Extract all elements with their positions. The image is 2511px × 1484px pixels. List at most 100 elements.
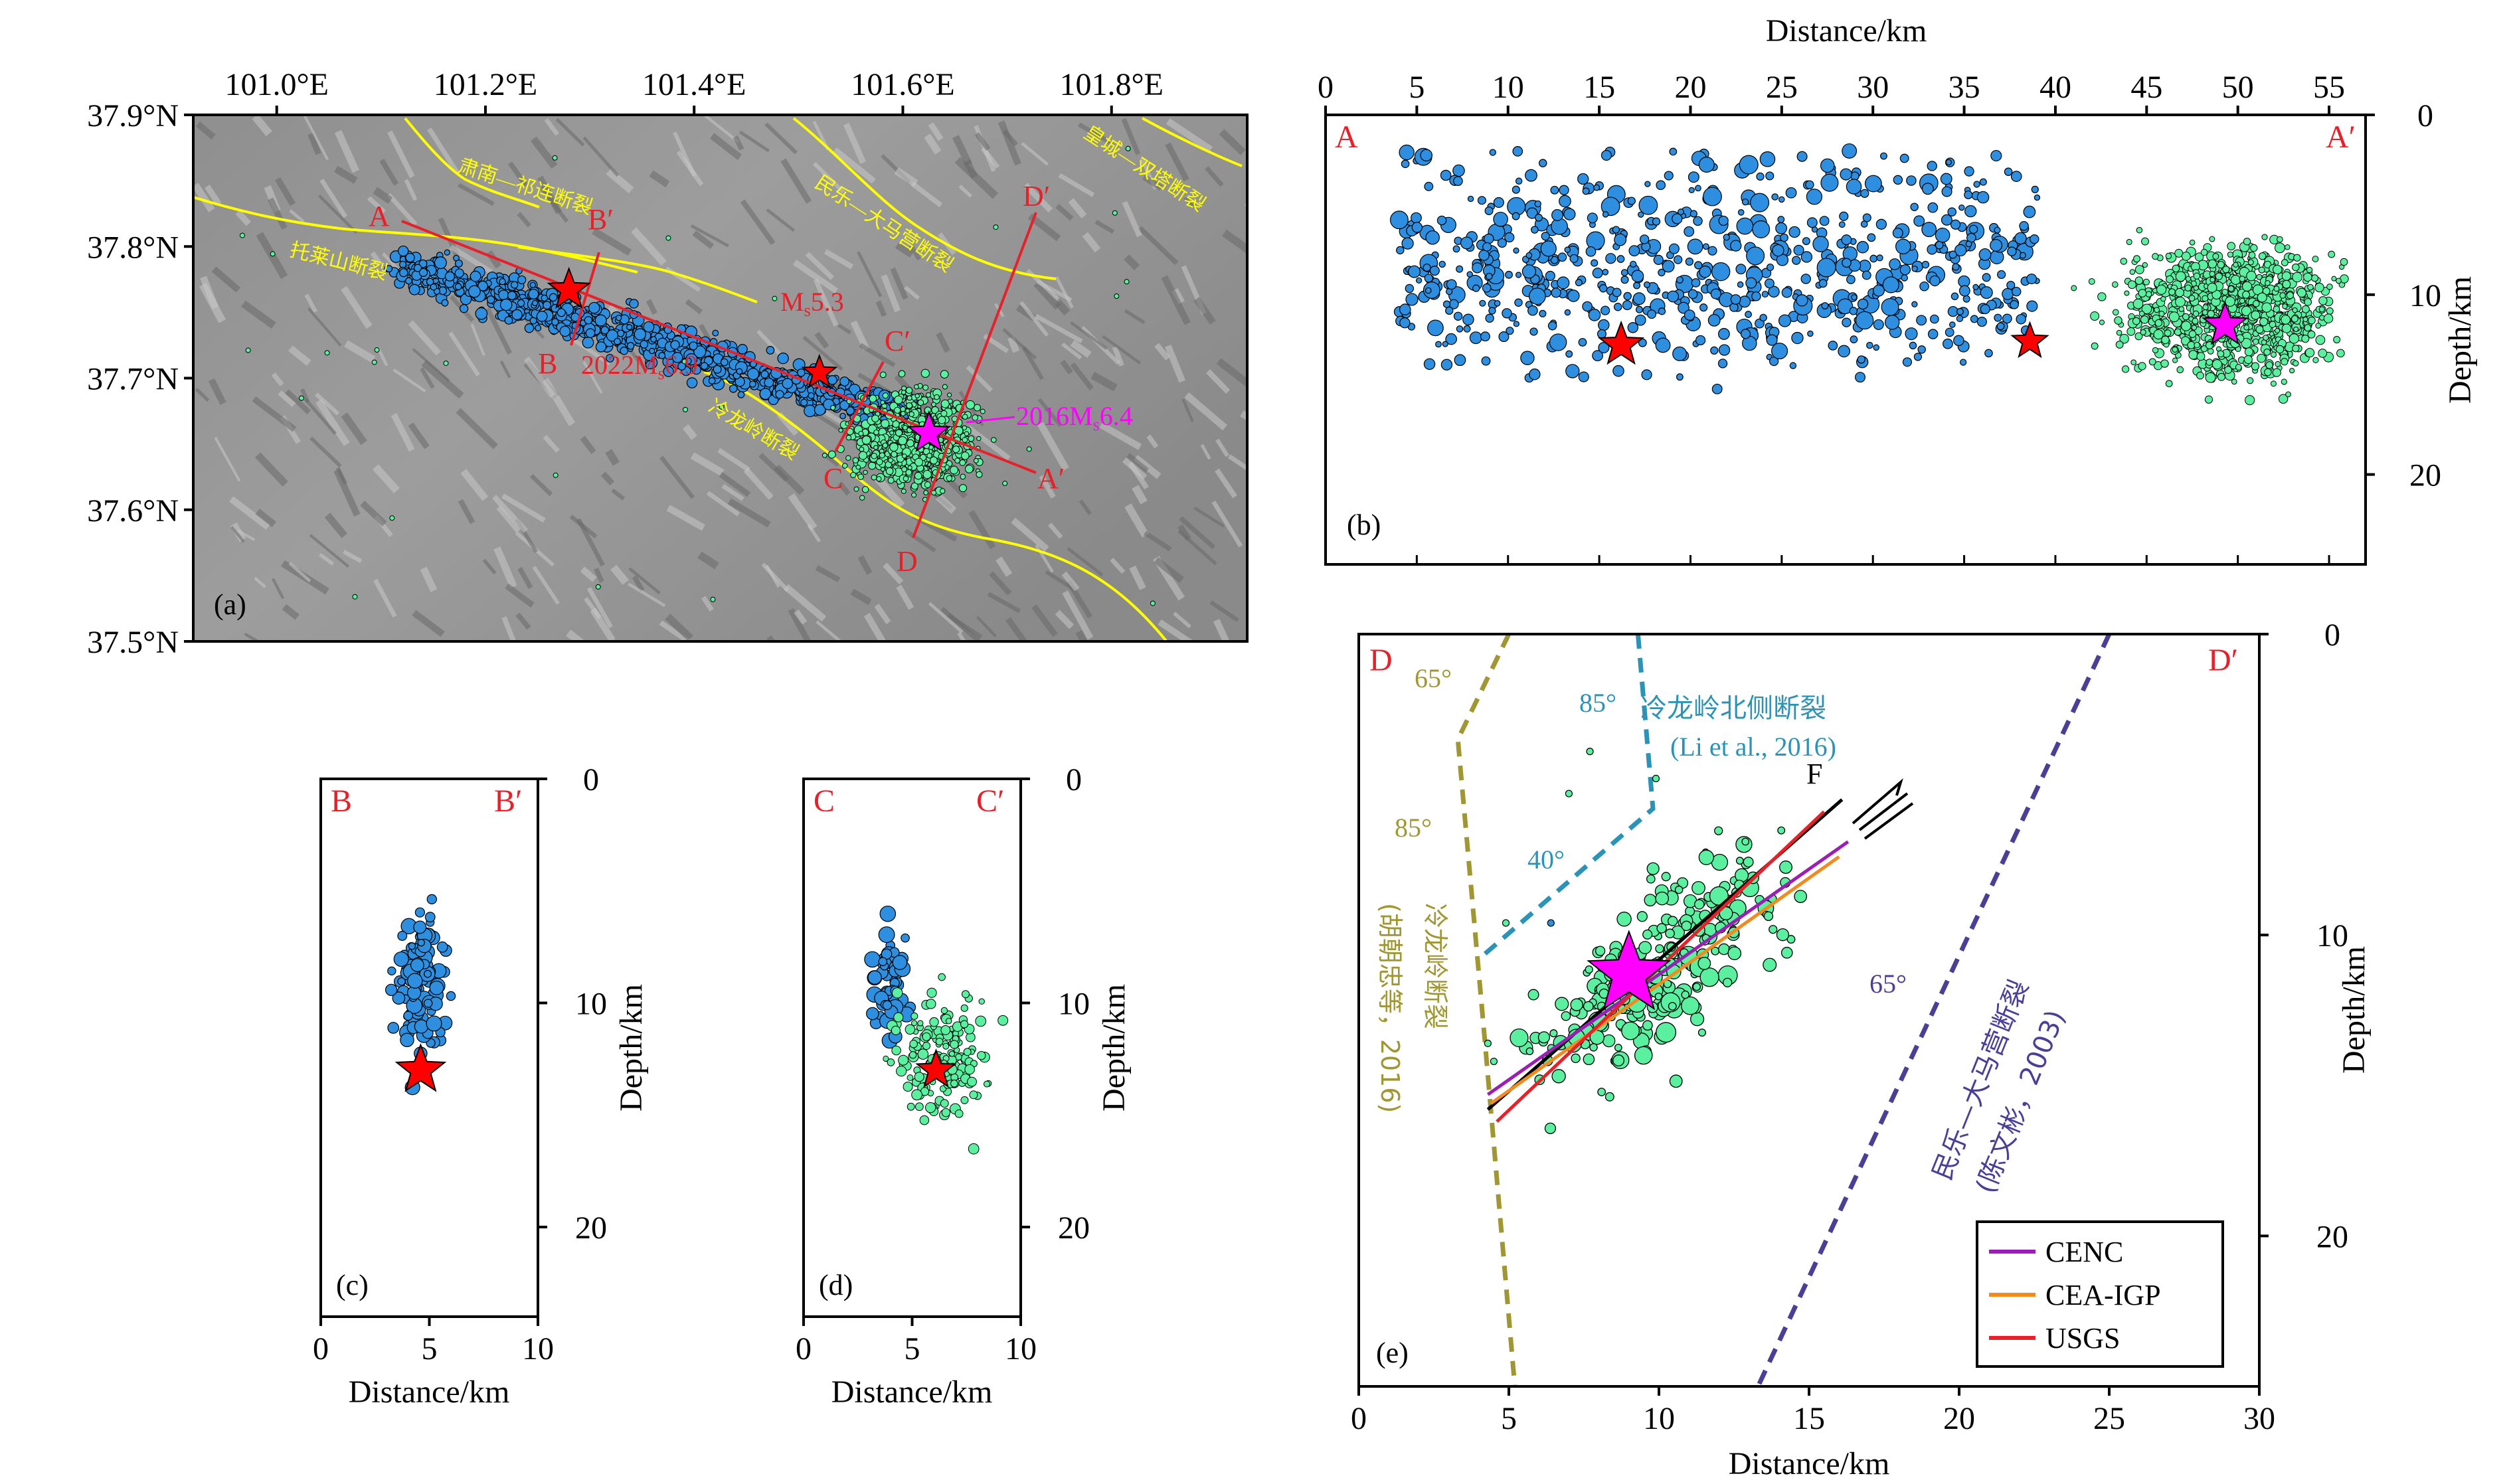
hypocenter-dot-2016 (2141, 237, 2149, 246)
epicenter-dot (585, 328, 596, 339)
terrain-ridge (947, 613, 983, 639)
epicenter-dot-2016 (934, 394, 940, 400)
terrain-ridge (271, 578, 285, 600)
terrain-ridge (1058, 173, 1095, 197)
hypocenter-dot-2016 (1616, 912, 1632, 927)
hypocenter-dot-2016 (2156, 284, 2167, 295)
epicenter-dot (747, 368, 760, 380)
epicenter-dot-2016 (907, 465, 912, 470)
hypocenter-dot-2016 (2187, 341, 2196, 349)
terrain-ridge (1005, 617, 1028, 641)
hypocenter-dot (1818, 279, 1828, 288)
hypocenter-dot (1582, 301, 1593, 312)
terrain-ridge (606, 168, 634, 194)
terrain-ridge (341, 412, 367, 446)
epicenter-dot (430, 284, 438, 291)
hypocenter-dot-2016 (2168, 288, 2176, 296)
hypocenter-dot (1796, 151, 1808, 162)
hypocenter-dot (1685, 257, 1694, 266)
hypocenter-dot (1535, 213, 1543, 222)
hypocenter-dot-2016 (1642, 1020, 1653, 1031)
terrain-ridge (288, 562, 311, 582)
epicenter-dot (689, 341, 698, 351)
hypocenter-dot-2016 (1597, 1088, 1606, 1097)
terrain-ridge (404, 179, 418, 201)
hypocenter-dot (1602, 268, 1609, 276)
hypocenter-dot-2016 (1646, 862, 1660, 875)
hypocenter-dot (1741, 198, 1749, 206)
label-2016-event: 2016Ms6.4 (1016, 401, 1133, 434)
terrain-ridge (412, 347, 450, 382)
axes-b: 0 5 10 15 20 25 30 35 40 45 50 55 0 10 20 (1318, 70, 2441, 564)
terrain-ridge (837, 481, 851, 496)
epicenter-dot-2016 (980, 408, 986, 414)
terrain-ridge (881, 274, 901, 313)
epicenter-dot (691, 365, 701, 375)
terrain-ridge (211, 266, 241, 293)
hypocenter-dot-2016 (2154, 307, 2160, 313)
hypocenter-dot (1678, 301, 1689, 314)
hypocenter-dot (1751, 291, 1761, 301)
epicenter-dot-2016 (905, 386, 913, 394)
epicenter-dot (736, 368, 743, 375)
epicenter-dot-2016 (931, 402, 936, 408)
hypocenter-dot (1550, 185, 1559, 195)
scattered-epicenter (371, 359, 377, 365)
hypocenter-dot-2016 (1638, 941, 1652, 955)
hypocenter-dot-2016 (1661, 872, 1671, 882)
terrain-ridge (390, 413, 415, 452)
xlabel-d: Distance/km (831, 1374, 993, 1410)
epicenter-dot (814, 404, 826, 416)
hypocenter-dot (414, 1019, 429, 1034)
hypocenter-dot (1547, 919, 1555, 927)
hypocenter-dot (1454, 354, 1466, 367)
hypocenter-dot (1641, 369, 1652, 380)
epicenter-dot (737, 344, 748, 355)
hypocenter-dot-2016 (896, 1066, 907, 1077)
epicenter-dot-2016 (924, 481, 931, 488)
terrain-ridge (738, 130, 770, 153)
hypocenter-dot-2016 (2153, 329, 2164, 340)
legend-label-cenc: CENC (2045, 1236, 2123, 1268)
epicenter-dot (543, 301, 552, 310)
terrain-ridge (632, 575, 645, 592)
hypocenter-dot-2016 (2261, 302, 2272, 313)
epicenter-dot (749, 380, 756, 388)
scattered-epicenter (270, 251, 276, 257)
terrain-ridge (784, 584, 827, 622)
hypocenter-dot (1789, 362, 1797, 369)
hypocenter-dot-2016 (2296, 288, 2306, 297)
epicenter-dot (845, 406, 855, 416)
fault-trace (1455, 634, 1517, 1386)
hypocenter-dot (1427, 319, 1444, 337)
terrain-ridge (883, 562, 904, 585)
terrain-ridge (685, 299, 703, 315)
hypocenter-dot-2016 (1776, 928, 1790, 942)
scattered-epicenter (595, 584, 601, 590)
terrain-ridge (1211, 500, 1243, 548)
fault-ref-lenglongling: (胡朝忠等，2016) (1375, 903, 1405, 1113)
hypocenter-dot (426, 894, 437, 904)
hypocenter-dot-2016 (2209, 236, 2215, 242)
hypocenter-dot-2016 (961, 990, 970, 999)
hypocenter-dot (1565, 789, 1573, 797)
epicenter-dot-2016 (871, 474, 877, 481)
terrain-ridge (952, 135, 973, 167)
terrain-ridge (237, 529, 256, 542)
terrain-ridge (924, 133, 942, 155)
faults-e (1455, 634, 2112, 1386)
hypocenter-dot (1442, 341, 1448, 347)
hypocenter-dot-2016 (2340, 258, 2348, 266)
terrain-ridge (303, 115, 329, 161)
hypocenter-dot (1601, 197, 1620, 216)
hypocenter-dot (1745, 277, 1757, 289)
scattered-epicenter (682, 406, 688, 412)
epicenter-dot-2016 (973, 457, 979, 463)
hypocenter-dot (1446, 279, 1457, 290)
scattered-epicenter (1125, 145, 1131, 151)
hypocenter-dot (1876, 254, 1883, 262)
epicenter-dot-2016 (939, 488, 946, 494)
terrain-ridge (1142, 174, 1163, 191)
panel-label-a: (a) (214, 588, 246, 621)
hypocenter-dot (1956, 315, 1964, 323)
